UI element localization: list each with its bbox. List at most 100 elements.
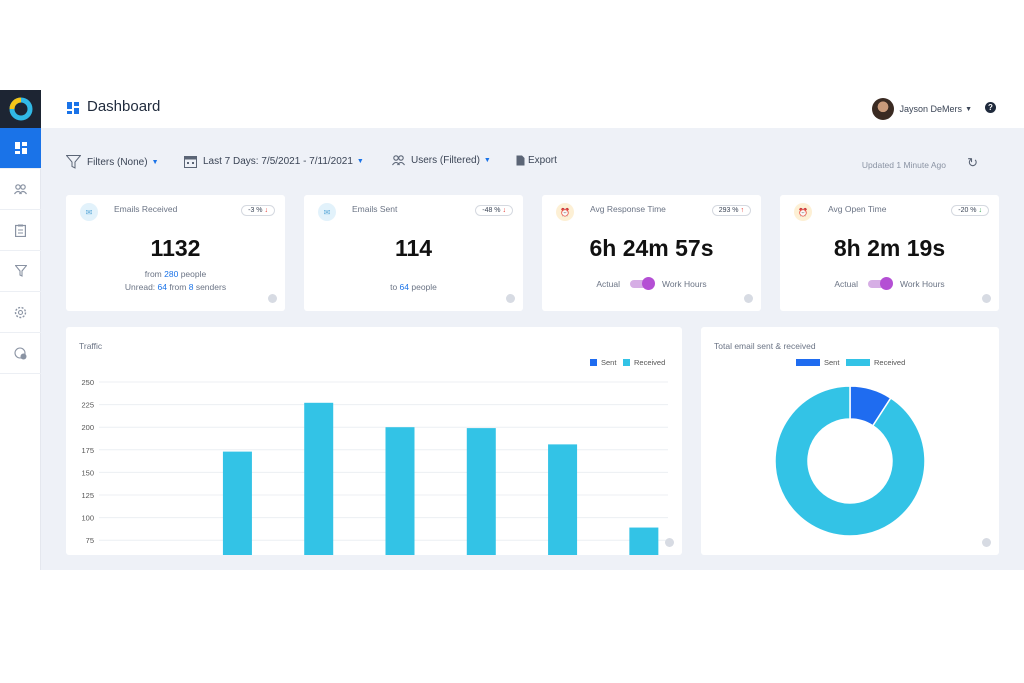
y-tick-label: 100 [81, 514, 94, 523]
page-title: Dashboard [87, 98, 161, 115]
info-icon[interactable] [982, 294, 991, 303]
dashboard-icon [67, 102, 79, 114]
updated-text: Updated 1 Minute Ago [861, 160, 946, 170]
toggle-left-label: Actual [596, 279, 620, 289]
to-people-text: to 64 people [304, 282, 523, 292]
bar-received[interactable] [385, 427, 415, 555]
users-icon [14, 183, 27, 194]
alarm-clock-icon: ⏰ [794, 203, 812, 221]
from-people-text: from 280 people [66, 269, 285, 279]
info-icon[interactable] [665, 538, 674, 547]
slice-received[interactable] [774, 385, 926, 537]
caret-down-icon: ▼ [356, 158, 364, 165]
y-tick-label: 150 [81, 468, 94, 477]
gear-icon [14, 306, 27, 318]
total-email-donut-chart: Sent Received [774, 358, 926, 537]
legend-swatch [623, 359, 630, 366]
y-tick-label: 125 [81, 491, 94, 500]
change-badge: -20 % ↓ [951, 205, 989, 216]
arrow-down-icon: ↓ [264, 207, 269, 214]
sidebar-item-reports[interactable] [0, 210, 41, 251]
filter-icon [14, 265, 27, 277]
emails-received-card: ✉ Emails Received -3 % ↓ 1132 from 280 p… [66, 195, 285, 311]
globe-icon [14, 346, 27, 359]
filters-label: Filters (None) [87, 156, 148, 168]
stat-label: Emails Received [114, 204, 178, 214]
date-range-dropdown[interactable]: Last 7 Days: 7/5/2021 - 7/11/2021 ▼ [184, 155, 364, 168]
unread-suffix: senders [193, 282, 227, 292]
export-button[interactable]: Export [516, 155, 557, 166]
info-icon[interactable] [744, 294, 753, 303]
stat-value: 8h 2m 19s [833, 235, 946, 261]
legend-swatch [846, 359, 870, 366]
unread-count[interactable]: 64 [157, 282, 167, 292]
work-hours-toggle-row: Actual Work Hours [542, 277, 761, 290]
from-count[interactable]: 280 [164, 269, 179, 279]
avatar [871, 98, 894, 120]
chart-title: Traffic [79, 341, 103, 351]
sidebar-item-filters[interactable] [0, 251, 41, 292]
to-count[interactable]: 64 [399, 282, 410, 292]
to-prefix: to [390, 282, 400, 292]
bar-received[interactable] [629, 527, 659, 555]
stat-label: Avg Response Time [590, 204, 666, 214]
arrow-up-icon: ↑ [740, 207, 745, 214]
change-value: -20 % [958, 207, 977, 214]
y-tick-label: 225 [81, 401, 94, 410]
users-dropdown[interactable]: Users (Filtered) ▼ [392, 155, 491, 166]
traffic-bar-chart: 0255075100125150175200225250SunMonTueWed… [81, 358, 668, 555]
toggle-knob [641, 277, 655, 290]
topbar: Dashboard Jayson DeMers ▼ ? [41, 90, 1024, 128]
users-label: Users (Filtered) [411, 155, 480, 166]
y-tick-label: 75 [86, 536, 94, 545]
to-suffix: people [409, 282, 437, 292]
caret-down-icon: ▼ [483, 157, 491, 164]
calendar-icon [184, 156, 197, 168]
toggle-right-label: Work Hours [899, 279, 945, 289]
info-icon[interactable] [268, 294, 277, 303]
bar-received[interactable] [548, 444, 578, 555]
legend-label[interactable]: Received [874, 358, 905, 367]
change-value: -3 % [248, 207, 263, 214]
info-icon[interactable] [506, 294, 515, 303]
change-value: 293 % [718, 207, 739, 214]
unread-senders-count[interactable]: 8 [188, 282, 194, 292]
chart-title: Total email sent & received [714, 341, 816, 351]
stat-value: 1132 [150, 235, 201, 261]
sidebar-item-integrations[interactable] [0, 333, 41, 374]
user-menu[interactable]: Jayson DeMers ▼ [871, 98, 972, 120]
alarm-clock-icon: ⏰ [556, 203, 574, 221]
change-value: -48 % [482, 207, 501, 214]
bar-received[interactable] [304, 402, 334, 555]
dashboard-icon [14, 142, 27, 154]
toggle-left-label: Actual [834, 279, 858, 289]
y-tick-label: 250 [81, 378, 94, 387]
users-icon [392, 155, 405, 166]
emails-sent-card: ✉ Emails Sent -48 % ↓ 114 to 64 people [304, 195, 523, 311]
arrow-down-icon: ↓ [978, 207, 983, 214]
stat-label: Avg Open Time [828, 204, 887, 214]
work-hours-toggle[interactable] [867, 277, 893, 290]
app-logo[interactable] [0, 90, 41, 128]
legend-label[interactable]: Sent [824, 358, 840, 367]
help-icon[interactable]: ? [985, 102, 996, 113]
sidebar-item-settings[interactable] [0, 292, 41, 333]
date-range-label: Last 7 Days: 7/5/2021 - 7/11/2021 [203, 156, 353, 167]
filter-bar: Filters (None) ▼ Last 7 Days: 7/5/2021 -… [66, 155, 1006, 175]
caret-down-icon: ▼ [151, 158, 159, 166]
sidebar-item-users[interactable] [0, 169, 41, 210]
change-badge: -3 % ↓ [241, 205, 275, 216]
toggle-right-label: Work Hours [661, 279, 707, 289]
bar-received[interactable] [222, 451, 252, 555]
legend-label[interactable]: Received [634, 358, 665, 367]
legend-label[interactable]: Sent [601, 358, 617, 367]
bar-received[interactable] [466, 428, 496, 555]
export-label: Export [528, 155, 557, 166]
info-icon[interactable] [982, 538, 991, 547]
refresh-icon[interactable]: ↻ [967, 155, 978, 170]
sidebar-item-dashboard[interactable] [0, 128, 41, 169]
stat-value: 6h 24m 57s [589, 235, 714, 261]
total-email-chart-card: Total email sent & received Sent Received [701, 327, 999, 555]
work-hours-toggle[interactable] [629, 277, 655, 290]
filters-dropdown[interactable]: Filters (None) ▼ [66, 155, 159, 169]
